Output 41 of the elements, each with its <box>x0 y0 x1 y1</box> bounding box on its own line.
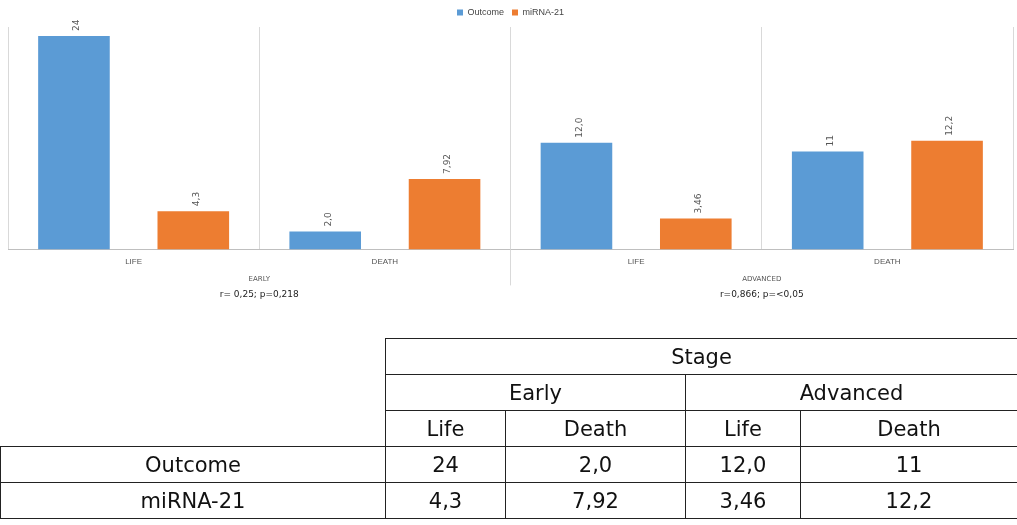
data-label: 24 <box>71 19 82 31</box>
bar <box>289 231 362 250</box>
legend-label: miRNA-21 <box>522 6 565 17</box>
text: Outcome <box>145 452 241 477</box>
text: 12,0 <box>719 452 767 477</box>
text: miRNA-21 <box>140 488 246 513</box>
text: 3,46 <box>719 488 767 513</box>
text: 11 <box>895 452 923 477</box>
text: r= 0,25; p=0,218 <box>219 288 300 299</box>
text: 12,2 <box>885 488 933 513</box>
text: Early <box>385 374 686 411</box>
text: Life <box>385 410 506 447</box>
data-label: 11 <box>825 135 836 147</box>
text: 2,0 <box>578 452 613 477</box>
bar <box>38 35 110 250</box>
text: 4,3 <box>428 488 463 513</box>
x-tick-label: DEATH <box>371 257 399 267</box>
data-label: 3,46 <box>693 193 704 214</box>
legend-label: Outcome <box>467 6 505 17</box>
text: r=0,866; p=<0,05 <box>719 288 804 299</box>
bar <box>659 218 732 250</box>
text: Stage <box>385 338 1017 375</box>
data-label: 4,3 <box>190 191 201 207</box>
bar <box>157 211 230 250</box>
bar <box>540 142 613 250</box>
data-label: 7,92 <box>441 153 452 174</box>
bar <box>408 178 481 250</box>
x-tick-label: LIFE <box>125 257 143 267</box>
data-label: 12,2 <box>944 115 955 136</box>
data-label: 12,0 <box>573 117 584 138</box>
text: Death <box>505 410 686 447</box>
data-label: 2,0 <box>322 212 333 227</box>
text: Death <box>800 410 1017 447</box>
bar <box>911 140 983 250</box>
text: Life <box>685 410 801 447</box>
x-tick-label: DEATH <box>874 257 901 267</box>
bar <box>791 151 864 250</box>
x-tick-label: LIFE <box>627 257 645 267</box>
text: 24 <box>432 452 459 477</box>
text: 7,92 <box>572 488 619 513</box>
text: Advanced <box>685 374 1017 411</box>
